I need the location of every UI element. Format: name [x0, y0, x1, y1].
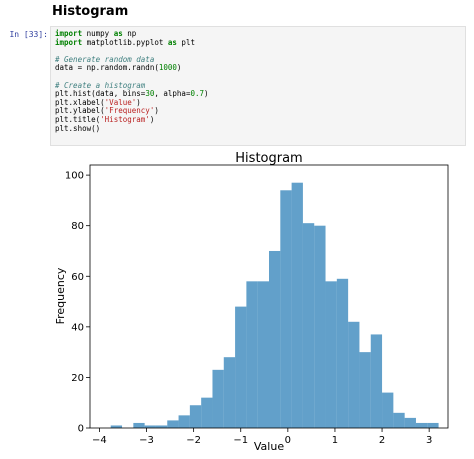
y-tick-label: 40 — [71, 322, 84, 333]
x-tick-label: −2 — [186, 435, 201, 446]
code-token: as — [167, 37, 177, 47]
code-token: 1000 — [158, 63, 177, 73]
notebook-heading: Histogram — [52, 4, 129, 19]
histogram-bar — [291, 182, 303, 428]
histogram-bar — [201, 397, 213, 428]
y-axis-ticks: 0 20 40 60 80 100 — [65, 171, 90, 435]
y-tick-label: 100 — [65, 171, 84, 182]
histogram-bar — [348, 321, 360, 428]
code-token: plt.xlabel( — [55, 97, 105, 107]
cell-prompt: In [33]: — [9, 30, 48, 39]
code-token: ) — [154, 106, 159, 116]
histogram-bar — [110, 425, 123, 428]
y-tick-label: 20 — [71, 373, 84, 384]
code-token: plt.title( — [55, 114, 101, 124]
histogram-bar — [269, 250, 281, 428]
histogram-bar — [302, 223, 315, 428]
code-line: import matplotlib.pyplot as plt — [55, 37, 461, 48]
histogram-bar — [167, 420, 179, 428]
histogram-bar — [393, 412, 405, 428]
code-token: import — [55, 29, 83, 38]
histogram-bar — [314, 225, 326, 428]
histogram-bar — [325, 281, 337, 428]
code-token: 0.7 — [190, 89, 205, 99]
y-tick-label: 60 — [71, 272, 84, 283]
histogram-bar — [336, 278, 349, 428]
x-tick-label: 3 — [426, 435, 432, 446]
histogram-bar — [370, 334, 383, 428]
chart-title: Histogram — [235, 151, 302, 166]
code-line: # Create a histogram — [55, 80, 461, 91]
histogram-bar — [223, 357, 236, 428]
x-tick-label: 2 — [379, 435, 385, 446]
cell-output: −4 −3 −2 −1 0 1 2 3 0 20 40 60 80 100 Histogram Valu… — [50, 150, 470, 455]
code-line: # Generate random data — [55, 54, 461, 65]
code-line: plt.xlabel('Value') — [55, 97, 461, 108]
histogram-bar — [133, 422, 145, 428]
histogram-bar — [246, 281, 258, 428]
histogram-bar — [427, 422, 439, 428]
code-token: ) — [204, 89, 209, 99]
histogram-bar — [235, 306, 247, 428]
code-line: plt.hist(data, bins=30, alpha=0.7) — [55, 89, 461, 99]
code-token: 'Value' — [104, 97, 137, 107]
histogram-bar — [212, 369, 224, 428]
histogram-bar — [155, 425, 168, 428]
code-token: 'Frequency' — [104, 106, 155, 116]
code-token: plt.show() — [55, 123, 101, 133]
code-token: # Create a histogram — [55, 80, 146, 90]
histogram-bar — [359, 352, 371, 428]
code-token: np — [122, 29, 137, 38]
code-token: plt.hist(data, bins= — [55, 89, 146, 99]
code-token: ) — [176, 63, 182, 73]
y-axis-label: Frequency — [54, 267, 67, 324]
code-line: plt.show() — [55, 123, 461, 134]
code-token: plt — [176, 37, 195, 47]
x-axis-ticks: −4 −3 −2 −1 0 1 2 3 — [92, 428, 432, 446]
code-token: ) — [149, 114, 155, 124]
x-tick-label: 0 — [285, 435, 291, 446]
code-token: as — [113, 29, 123, 38]
code-token: ) — [136, 97, 141, 107]
x-tick-label: −3 — [139, 435, 154, 446]
code-token: data = np.random.randn( — [55, 63, 159, 73]
histogram-chart: −4 −3 −2 −1 0 1 2 3 0 20 40 60 80 100 Histogram Valu… — [54, 151, 449, 453]
histogram-bar — [382, 392, 394, 428]
histogram-bar — [178, 415, 190, 428]
histogram-bar — [415, 422, 428, 428]
code-token: 30 — [145, 89, 155, 99]
x-axis-label: Value — [254, 440, 284, 453]
plot-frame — [89, 164, 449, 429]
histogram-bar — [144, 425, 156, 428]
histogram-bar — [257, 281, 269, 428]
histogram-bar — [280, 190, 292, 428]
histogram-bar — [189, 405, 202, 428]
code-line: data = np.random.randn(1000) — [55, 64, 461, 73]
code-token: import — [55, 37, 83, 47]
code-line: plt.title('Histogram') — [55, 114, 461, 125]
code-token: 'Histogram' — [100, 114, 150, 124]
y-tick-label: 80 — [71, 221, 84, 232]
code-token: , alpha= — [154, 89, 191, 99]
code-token: # Generate random data — [55, 54, 155, 64]
code-cell[interactable]: import numpy as np import matplotlib.pypl… — [50, 26, 466, 146]
code-line: plt.ylabel('Frequency') — [55, 107, 461, 116]
histogram-bars — [110, 182, 439, 428]
x-tick-label: −4 — [92, 435, 107, 446]
code-token: plt.ylabel( — [55, 106, 105, 116]
code-token: numpy — [82, 29, 114, 38]
histogram-bar — [404, 417, 416, 428]
y-tick-label: 0 — [78, 424, 84, 435]
x-tick-label: 1 — [332, 435, 338, 446]
x-tick-label: −1 — [233, 435, 248, 446]
code-line: import numpy as np — [55, 29, 461, 39]
code-token: matplotlib.pyplot — [82, 37, 168, 47]
